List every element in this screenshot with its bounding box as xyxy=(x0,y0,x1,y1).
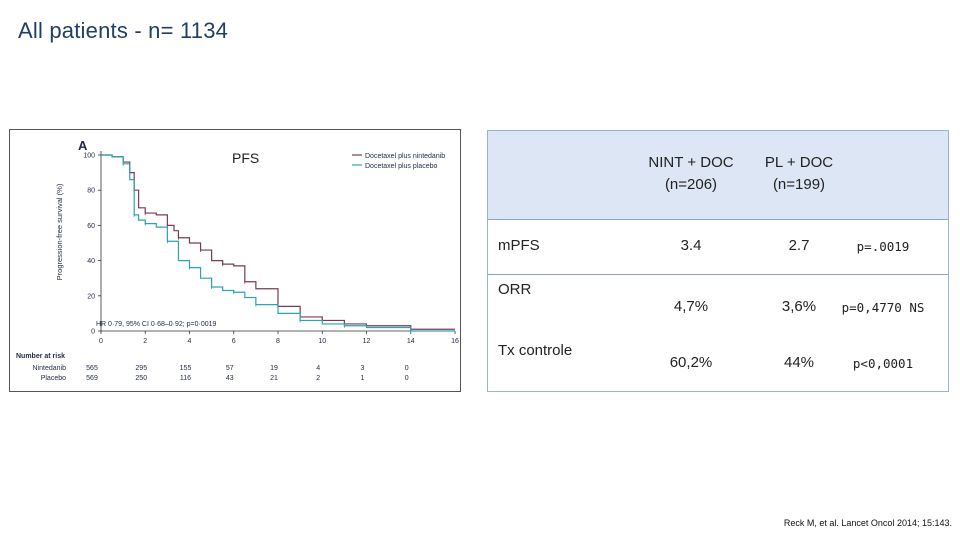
x-tick-label: 14 xyxy=(407,338,415,345)
y-tick-label: 80 xyxy=(87,188,95,195)
risk-value: 565 xyxy=(86,365,98,372)
row-p-value: p<0,0001 xyxy=(852,356,914,371)
row-value-pl: 3,6% xyxy=(781,298,817,315)
km-curve-nintedanib xyxy=(101,154,455,330)
row-divider xyxy=(488,274,948,275)
x-tick-label: 16 xyxy=(451,338,459,345)
x-tick-label: 8 xyxy=(276,338,280,345)
y-tick-label: 100 xyxy=(83,153,95,160)
x-tick-label: 6 xyxy=(232,338,236,345)
row-value-nint: 4,7% xyxy=(673,298,709,315)
row-p-value: p=.0019 xyxy=(856,239,910,254)
slide-title: All patients - n= 1134 xyxy=(18,18,229,43)
row-value-pl: 44% xyxy=(783,354,815,371)
risk-value: 2 xyxy=(316,375,320,382)
y-tick-label: 0 xyxy=(91,329,95,336)
x-tick-label: 10 xyxy=(318,338,326,345)
row-label: mPFS xyxy=(498,237,540,254)
risk-value: 155 xyxy=(180,365,192,372)
table-row-tx-controle: Tx controle 60,2% 44% p<0,0001 xyxy=(488,331,948,391)
row-value-pl: 2.7 xyxy=(788,237,810,254)
x-tick-label: 12 xyxy=(363,338,371,345)
row-label: ORR xyxy=(498,281,532,298)
risk-table-title: Number at risk xyxy=(16,353,65,360)
risk-value: 0 xyxy=(405,375,409,382)
risk-value: 3 xyxy=(361,365,365,372)
header-nint-doc-name: NINT + DOC xyxy=(648,154,734,171)
legend-label-placebo: Docetaxel plus placebo xyxy=(365,163,437,170)
y-tick-label: 40 xyxy=(87,258,95,265)
table-header: NINT + DOC (n=206) PL + DOC (n=199) xyxy=(488,131,948,220)
hazard-ratio-text: HR 0·79, 95% CI 0·68–0·92; p=0·0019 xyxy=(96,321,217,328)
risk-value: 19 xyxy=(270,365,278,372)
header-pl-doc-name: PL + DOC xyxy=(764,154,834,171)
risk-value: 569 xyxy=(86,375,98,382)
panel-letter: A xyxy=(78,138,88,153)
y-axis-label: Progression-free survival (%) xyxy=(55,183,64,280)
table-row-mpfs: mPFS 3.4 2.7 p=.0019 xyxy=(488,220,948,274)
risk-value: 0 xyxy=(405,365,409,372)
risk-value: 4 xyxy=(316,365,320,372)
risk-value: 43 xyxy=(226,375,234,382)
row-value-nint: 3.4 xyxy=(680,237,702,254)
km-figure: A Progression-free survival (%) Docetaxe… xyxy=(9,129,461,392)
citation: Reck M, et al. Lancet Oncol 2014; 15:143… xyxy=(783,518,952,528)
risk-value: 116 xyxy=(180,375,191,382)
x-tick-label: 2 xyxy=(143,338,147,345)
pfs-overlay-label: PFS xyxy=(232,150,260,166)
risk-value: 21 xyxy=(270,375,278,382)
legend-label-nintedanib: Docetaxel plus nintedanib xyxy=(365,153,445,160)
y-tick-label: 60 xyxy=(87,223,95,230)
y-tick-label: 20 xyxy=(87,293,95,300)
risk-value: 57 xyxy=(226,365,234,372)
results-table: NINT + DOC (n=206) PL + DOC (n=199) mPFS… xyxy=(487,130,949,392)
km-curve-placebo xyxy=(101,154,455,332)
x-tick-label: 0 xyxy=(99,338,103,345)
header-pl-doc: PL + DOC (n=199) xyxy=(744,152,854,196)
risk-row-label: Nintedanib xyxy=(33,365,67,372)
risk-value: 250 xyxy=(135,375,147,382)
header-nint-doc: NINT + DOC (n=206) xyxy=(636,152,746,196)
x-tick-label: 4 xyxy=(188,338,192,345)
header-pl-doc-n: (n=199) xyxy=(772,176,826,193)
row-p-value: p=0,4770 NS xyxy=(841,300,925,315)
header-nint-doc-n: (n=206) xyxy=(664,176,718,193)
row-label: Tx controle xyxy=(498,342,573,359)
table-row-orr: ORR 4,7% 3,6% p=0,4770 NS xyxy=(488,275,948,331)
risk-value: 1 xyxy=(361,375,365,382)
risk-value: 295 xyxy=(135,365,147,372)
row-value-nint: 60,2% xyxy=(669,354,713,371)
km-chart-svg: A Progression-free survival (%) Docetaxe… xyxy=(16,138,459,382)
risk-row-label: Placebo xyxy=(41,375,66,382)
